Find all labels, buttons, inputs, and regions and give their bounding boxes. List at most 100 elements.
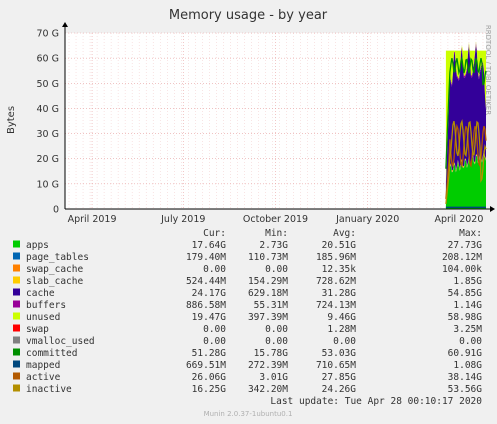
x-tick-label: January 2020 (335, 214, 399, 225)
data-areas (445, 41, 487, 209)
y-axis-arrow (62, 22, 68, 27)
legend-min-active: 3.01G (259, 372, 288, 383)
legend-swatch-inactive (13, 384, 20, 392)
legend-min-cache: 629.18M (248, 288, 288, 299)
area-cache (445, 44, 486, 200)
legend-swatch-vmalloc_used (13, 336, 20, 344)
legend-label-page_tables: page_tables (26, 252, 89, 263)
legend-max-cache: 54.85G (448, 288, 483, 299)
legend-max-mapped: 1.08G (453, 360, 482, 371)
x-tick-label: April 2019 (68, 214, 117, 225)
legend-cur-unused: 19.47G (192, 312, 227, 323)
legend-max-buffers: 1.14G (453, 300, 482, 311)
munin-footer: Munin 2.0.37-1ubuntu0.1 (204, 410, 293, 418)
legend-cur-committed: 51.28G (192, 348, 227, 359)
legend-label-apps: apps (26, 240, 49, 251)
legend-header-min: Min: (265, 228, 288, 239)
legend-max-swap_cache: 104.00k (442, 264, 482, 275)
legend-swatch-mapped (13, 360, 20, 368)
legend-label-mapped: mapped (26, 360, 60, 371)
legend-label-inactive: inactive (26, 384, 72, 395)
last-update: Last update: Tue Apr 28 00:10:17 2020 (270, 396, 482, 407)
legend-avg-cache: 31.28G (322, 288, 357, 299)
legend-cur-inactive: 16.25G (192, 384, 227, 395)
legend-min-swap: 0.00 (265, 324, 288, 335)
legend-label-active: active (26, 372, 61, 383)
legend-cur-buffers: 886.58M (186, 300, 226, 311)
legend-swatch-slab_cache (13, 276, 20, 284)
y-tick-label: 30 G (37, 129, 59, 140)
legend-min-vmalloc_used: 0.00 (265, 336, 288, 347)
area-slab_cache (445, 150, 486, 202)
legend-cur-cache: 24.17G (192, 288, 227, 299)
legend-min-swap_cache: 0.00 (265, 264, 288, 275)
legend-min-buffers: 55.31M (254, 300, 289, 311)
x-tick-label: April 2020 (434, 214, 483, 225)
legend-min-slab_cache: 154.29M (248, 276, 288, 287)
legend-max-committed: 60.91G (448, 348, 483, 359)
legend-cur-page_tables: 179.40M (186, 252, 226, 263)
legend-avg-swap_cache: 12.35k (322, 264, 357, 275)
legend-header-max: Max: (459, 228, 482, 239)
legend-cur-mapped: 669.51M (186, 360, 226, 371)
legend-header-cur: Cur: (203, 228, 226, 239)
legend-label-vmalloc_used: vmalloc_used (26, 336, 95, 347)
legend-swatch-buffers (13, 300, 20, 308)
legend-avg-swap: 1.28M (327, 324, 356, 335)
y-tick-label: 0 (53, 205, 59, 216)
legend-label-swap_cache: swap_cache (26, 264, 83, 275)
legend-swatch-active (13, 372, 20, 380)
legend-label-buffers: buffers (26, 300, 66, 311)
legend-label-cache: cache (26, 288, 55, 299)
x-tick-label: July 2019 (160, 214, 205, 225)
legend-min-committed: 15.78G (254, 348, 289, 359)
legend-max-apps: 27.73G (448, 240, 483, 251)
legend-cur-slab_cache: 524.44M (186, 276, 226, 287)
legend-swatch-committed (13, 348, 20, 356)
y-tick-label: 20 G (37, 154, 59, 165)
legend-avg-inactive: 24.26G (322, 384, 357, 395)
rrdtool-credit: RRDTOOL / TOBI OETIKER (484, 25, 492, 115)
legend-min-unused: 397.39M (248, 312, 288, 323)
legend-cur-vmalloc_used: 0.00 (203, 336, 226, 347)
legend-swatch-page_tables (13, 252, 20, 260)
legend-avg-vmalloc_used: 0.00 (333, 336, 356, 347)
legend-label-slab_cache: slab_cache (26, 276, 83, 287)
legend-max-page_tables: 208.12M (442, 252, 482, 263)
legend-avg-active: 27.85G (322, 372, 357, 383)
legend-swatch-apps (13, 240, 20, 248)
legend-avg-page_tables: 185.96M (316, 252, 356, 263)
legend-swatch-unused (13, 312, 20, 320)
y-tick-label: 10 G (37, 179, 59, 190)
x-tick-label: October 2019 (243, 214, 308, 225)
y-tick-label: 50 G (37, 79, 59, 90)
legend-max-active: 38.14G (448, 372, 483, 383)
legend-header-avg: Avg: (333, 228, 356, 239)
legend-cur-active: 26.06G (192, 372, 227, 383)
y-tick-label: 60 G (37, 54, 59, 65)
area-unused (445, 41, 486, 183)
legend-cur-swap: 0.00 (203, 324, 226, 335)
legend-avg-apps: 20.51G (322, 240, 357, 251)
legend-avg-mapped: 710.65M (316, 360, 356, 371)
y-axis-label: Bytes (6, 106, 17, 134)
legend-max-unused: 58.98G (448, 312, 483, 323)
legend-min-inactive: 342.20M (248, 384, 288, 395)
legend-min-page_tables: 110.73M (248, 252, 288, 263)
legend-avg-slab_cache: 728.62M (316, 276, 356, 287)
legend-max-slab_cache: 1.85G (453, 276, 482, 287)
legend-avg-unused: 9.46G (327, 312, 356, 323)
legend-label-committed: committed (26, 348, 77, 359)
y-tick-label: 70 G (37, 29, 59, 40)
line-committed (445, 56, 487, 169)
chart-title: Memory usage - by year (169, 8, 328, 23)
x-axis-arrow (490, 206, 495, 212)
legend-max-inactive: 53.56G (448, 384, 483, 395)
line-inactive (445, 119, 487, 205)
legend-swatch-cache (13, 288, 20, 296)
y-tick-label: 40 G (37, 104, 59, 115)
legend-swatch-swap_cache (13, 264, 20, 272)
legend-min-apps: 2.73G (259, 240, 288, 251)
axes: 0 10 G 20 G 30 G 40 G 50 G 60 G 70 G April 2019 J… (37, 22, 495, 225)
